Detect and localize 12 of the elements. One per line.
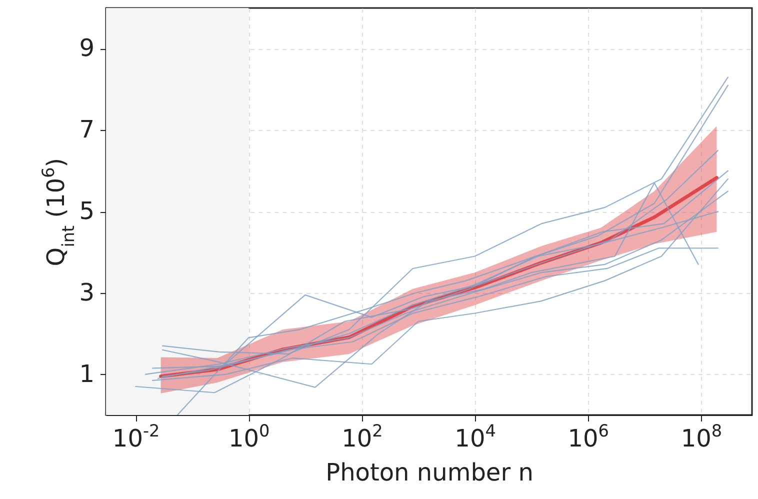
x-tick-label: 10$^{0}$ bbox=[228, 420, 270, 452]
y-tick-label: 1 bbox=[79, 360, 94, 388]
x-tick-label: 10$^{6}$ bbox=[568, 420, 609, 452]
y-tick-label: 7 bbox=[79, 116, 94, 144]
x-tick-label: 10$^{8}$ bbox=[680, 420, 722, 452]
y-tick-label: 3 bbox=[79, 278, 94, 306]
x-axis-title: Photon number n bbox=[326, 458, 534, 486]
y-tick-label: 5 bbox=[79, 197, 94, 225]
x-tick-label: 10$^{-2}$ bbox=[112, 420, 160, 452]
y-tick-label: 9 bbox=[79, 34, 94, 62]
x-tick-label: 10$^{2}$ bbox=[342, 420, 383, 452]
x-tick-label: 10$^{4}$ bbox=[454, 420, 496, 452]
